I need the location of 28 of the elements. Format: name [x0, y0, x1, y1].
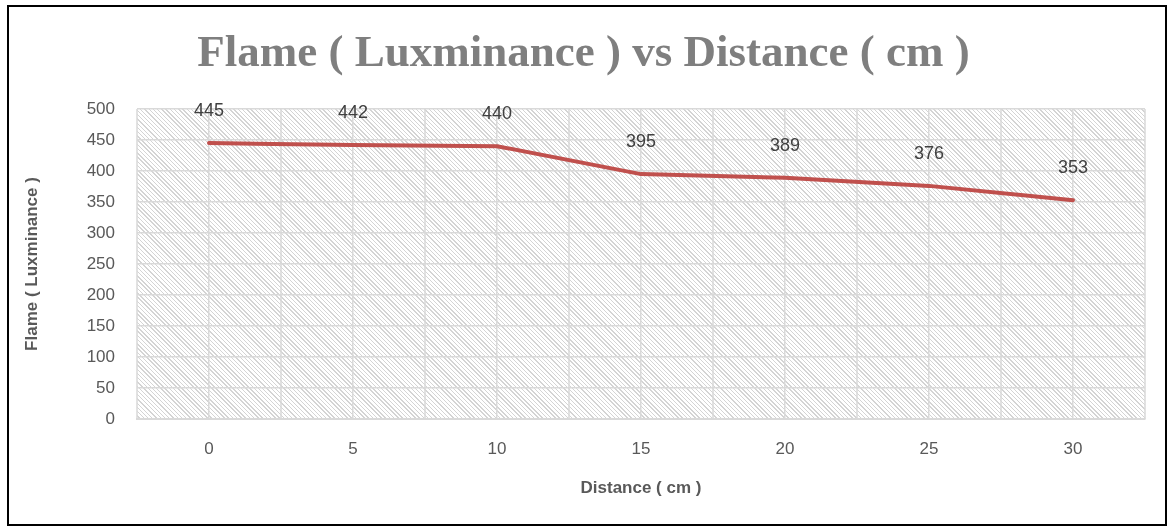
data-label: 442 — [337, 101, 369, 122]
y-tick-label: 100 — [86, 346, 115, 366]
data-label: 353 — [1057, 157, 1089, 178]
y-tick-label: 50 — [96, 377, 115, 397]
data-label: 445 — [193, 100, 225, 121]
chart-title: Flame ( Luxminance ) vs Distance ( cm ) — [197, 25, 970, 76]
data-label: 395 — [625, 131, 657, 152]
y-tick-label: 250 — [86, 253, 115, 273]
y-tick-label: 450 — [86, 129, 115, 149]
x-tick-label: 20 — [775, 438, 795, 458]
y-axis-title: Flame ( Luxminance ) — [21, 177, 41, 351]
y-tick-label: 150 — [86, 315, 115, 335]
x-tick-label: 30 — [1063, 438, 1083, 458]
x-tick-label: 10 — [487, 438, 507, 458]
y-tick-label: 500 — [86, 98, 115, 118]
data-label: 389 — [769, 134, 801, 155]
x-tick-label: 5 — [348, 438, 358, 458]
y-tick-label: 350 — [86, 191, 115, 211]
x-tick-label: 25 — [919, 438, 939, 458]
x-tick-label: 0 — [204, 438, 214, 458]
y-tick-label: 0 — [105, 408, 115, 428]
x-axis-title: Distance ( cm ) — [580, 478, 702, 498]
y-tick-label: 400 — [86, 160, 115, 180]
data-label: 440 — [481, 103, 513, 124]
y-tick-label: 300 — [86, 222, 115, 242]
y-tick-label: 200 — [86, 284, 115, 304]
x-tick-label: 15 — [631, 438, 651, 458]
data-label: 376 — [913, 142, 945, 163]
